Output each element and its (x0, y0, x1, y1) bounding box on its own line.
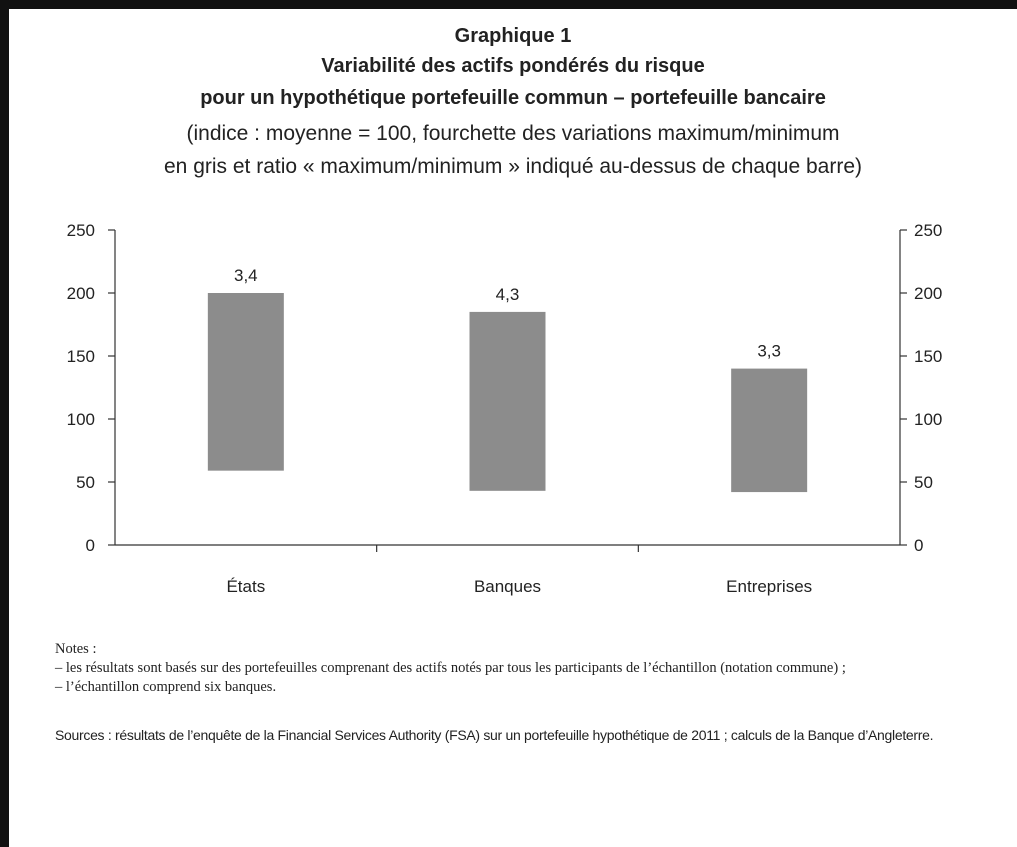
y-tick-label: 0 (86, 536, 95, 555)
y2-tick-label: 150 (914, 347, 942, 366)
bar-annotation: 3,3 (757, 342, 781, 361)
x-tick-label: Banques (474, 577, 541, 596)
bar (469, 311, 546, 491)
y-tick-label: 100 (67, 410, 95, 429)
y-tick-label: 50 (76, 473, 95, 492)
bar-annotation: 4,3 (496, 285, 520, 304)
x-tick-label: États (226, 577, 265, 596)
y2-tick-label: 200 (914, 284, 942, 303)
y2-tick-label: 100 (914, 410, 942, 429)
y2-tick-label: 50 (914, 473, 933, 492)
note: – les résultats sont basés sur des porte… (55, 660, 846, 676)
x-tick-label: Entreprises (726, 577, 812, 596)
bar-annotation: 3,4 (234, 266, 258, 285)
chart-title: pour un hypothétique portefeuille commun… (200, 87, 826, 109)
bar (207, 293, 284, 471)
notes-heading: Notes : (55, 641, 97, 657)
y-tick-label: 250 (67, 221, 95, 240)
chart-label: Graphique 1 (455, 25, 572, 47)
y-tick-label: 150 (67, 347, 95, 366)
chart-subtitle: en gris et ratio « maximum/minimum » ind… (164, 155, 862, 178)
y2-tick-label: 0 (914, 536, 923, 555)
y2-tick-label: 250 (914, 221, 942, 240)
chart-subtitle: (indice : moyenne = 100, fourchette des … (186, 122, 839, 145)
note: – l’échantillon comprend six banques. (55, 679, 277, 695)
sources: Sources : résultats de l’enquête de la F… (55, 727, 934, 743)
notes: Notes : – les résultats sont basés sur d… (55, 640, 985, 697)
chart: Graphique 1 Variabilité des actifs pondé… (67, 25, 943, 596)
chart-title: Variabilité des actifs pondérés du risqu… (321, 55, 704, 77)
bar (731, 368, 808, 493)
y-tick-label: 200 (67, 284, 95, 303)
